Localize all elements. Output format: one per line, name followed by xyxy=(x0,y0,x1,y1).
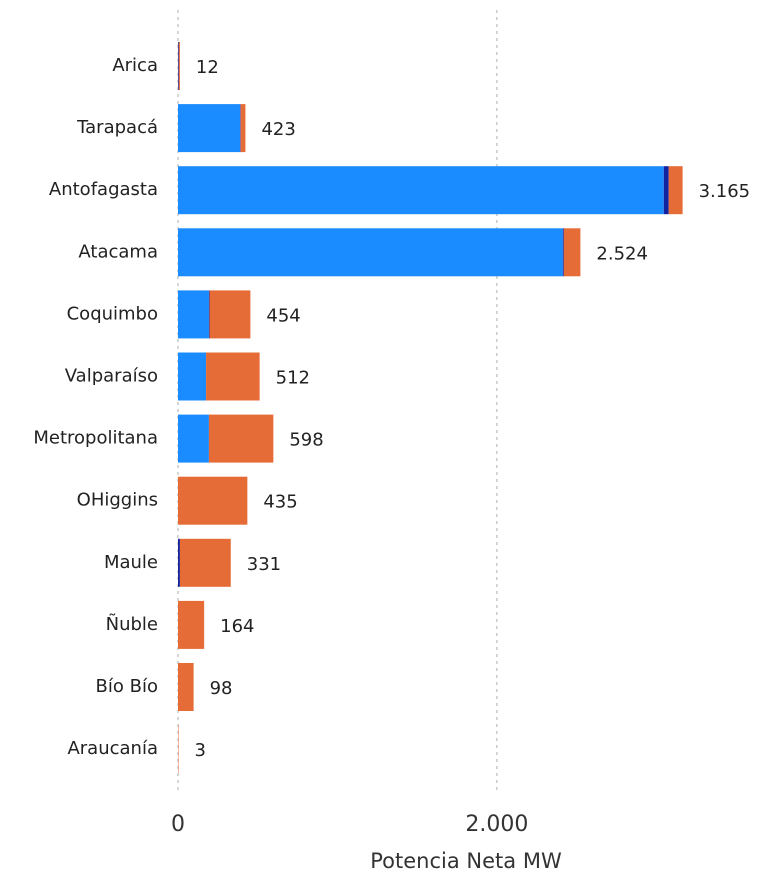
bar-segment xyxy=(178,476,248,525)
y-tick-label: Ñuble xyxy=(106,613,158,635)
bar-segment xyxy=(562,228,564,277)
bar-segment xyxy=(178,42,180,90)
y-tick-label: Valparaíso xyxy=(65,366,158,387)
y-tick-label: OHiggins xyxy=(77,490,158,511)
bar-segment xyxy=(178,104,241,153)
bar-segment xyxy=(178,600,205,649)
y-tick-label: Bío Bío xyxy=(96,676,158,697)
bar-segment xyxy=(563,228,581,277)
value-label: 598 xyxy=(289,430,323,451)
bar-segment xyxy=(179,538,231,587)
y-tick-label: Coquimbo xyxy=(67,303,158,324)
bar-segment xyxy=(178,290,209,339)
bar-segment xyxy=(178,414,209,463)
bar-segment xyxy=(208,290,210,339)
x-axis-title: Potencia Neta MW xyxy=(370,849,562,873)
y-tick-label: Tarapacá xyxy=(76,117,158,138)
value-label: 435 xyxy=(263,492,297,513)
y-tick-label: Atacama xyxy=(78,241,158,262)
y-tick-label: Arica xyxy=(112,55,158,76)
bar-segment xyxy=(206,352,260,401)
value-label: 331 xyxy=(247,554,281,575)
value-label: 423 xyxy=(261,119,295,140)
y-tick-label: Maule xyxy=(104,552,158,573)
value-label: 164 xyxy=(220,616,254,637)
bar-segment xyxy=(178,538,180,587)
value-label: 12 xyxy=(196,57,219,78)
y-tick-label: Metropolitana xyxy=(33,428,158,449)
bar-segment xyxy=(178,663,194,711)
bar-segment xyxy=(178,228,563,277)
value-label: 454 xyxy=(266,305,300,326)
x-tick-label: 0 xyxy=(171,812,185,837)
bar-segment xyxy=(209,290,251,339)
bar-segment xyxy=(178,166,664,215)
bar-segment xyxy=(240,104,246,153)
bar-segment xyxy=(178,352,207,401)
value-label: 2.524 xyxy=(596,243,648,264)
value-label: 512 xyxy=(276,368,310,389)
value-label: 3 xyxy=(194,740,205,761)
bar-segment xyxy=(208,414,274,463)
value-label: 3.165 xyxy=(699,181,751,202)
x-tick-label: 2.000 xyxy=(465,812,528,837)
value-label: 98 xyxy=(210,678,233,699)
bar-segment xyxy=(178,42,179,90)
bar-segment xyxy=(668,166,683,215)
y-tick-label: Araucanía xyxy=(67,738,158,759)
y-tick-label: Antofagasta xyxy=(49,179,158,200)
bar-segment xyxy=(663,166,669,215)
